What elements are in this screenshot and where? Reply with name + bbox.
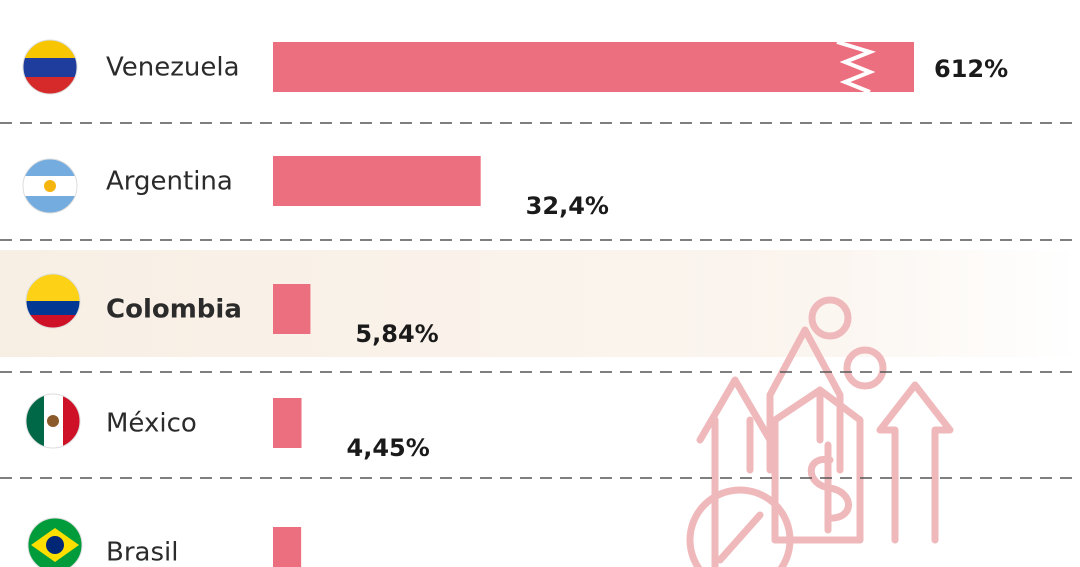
flag-argentina [22, 158, 78, 214]
bar [273, 42, 914, 92]
category-label: México [106, 409, 197, 439]
separators [0, 122, 1080, 479]
category-label: Brasil [106, 538, 178, 567]
bar [273, 398, 302, 448]
bar [273, 284, 311, 334]
highlight-band [0, 250, 1080, 357]
flag-brasil [27, 517, 83, 567]
highlight-layer [0, 250, 1080, 357]
value-label: 5,84% [355, 320, 438, 348]
category-label: Colombia [106, 295, 242, 325]
flag-venezuela [22, 39, 78, 95]
bar [273, 527, 302, 567]
value-label: 612% [934, 55, 1008, 83]
category-label: Argentina [106, 167, 233, 197]
value-label: 4,39% [346, 563, 429, 567]
bar [273, 156, 481, 206]
category-label: Venezuela [106, 53, 240, 83]
value-label: 4,45% [347, 434, 430, 462]
flag-mexico [25, 393, 81, 449]
value-label: 32,4% [526, 192, 609, 220]
axis-break [836, 40, 877, 94]
decor-icon [686, 296, 954, 567]
